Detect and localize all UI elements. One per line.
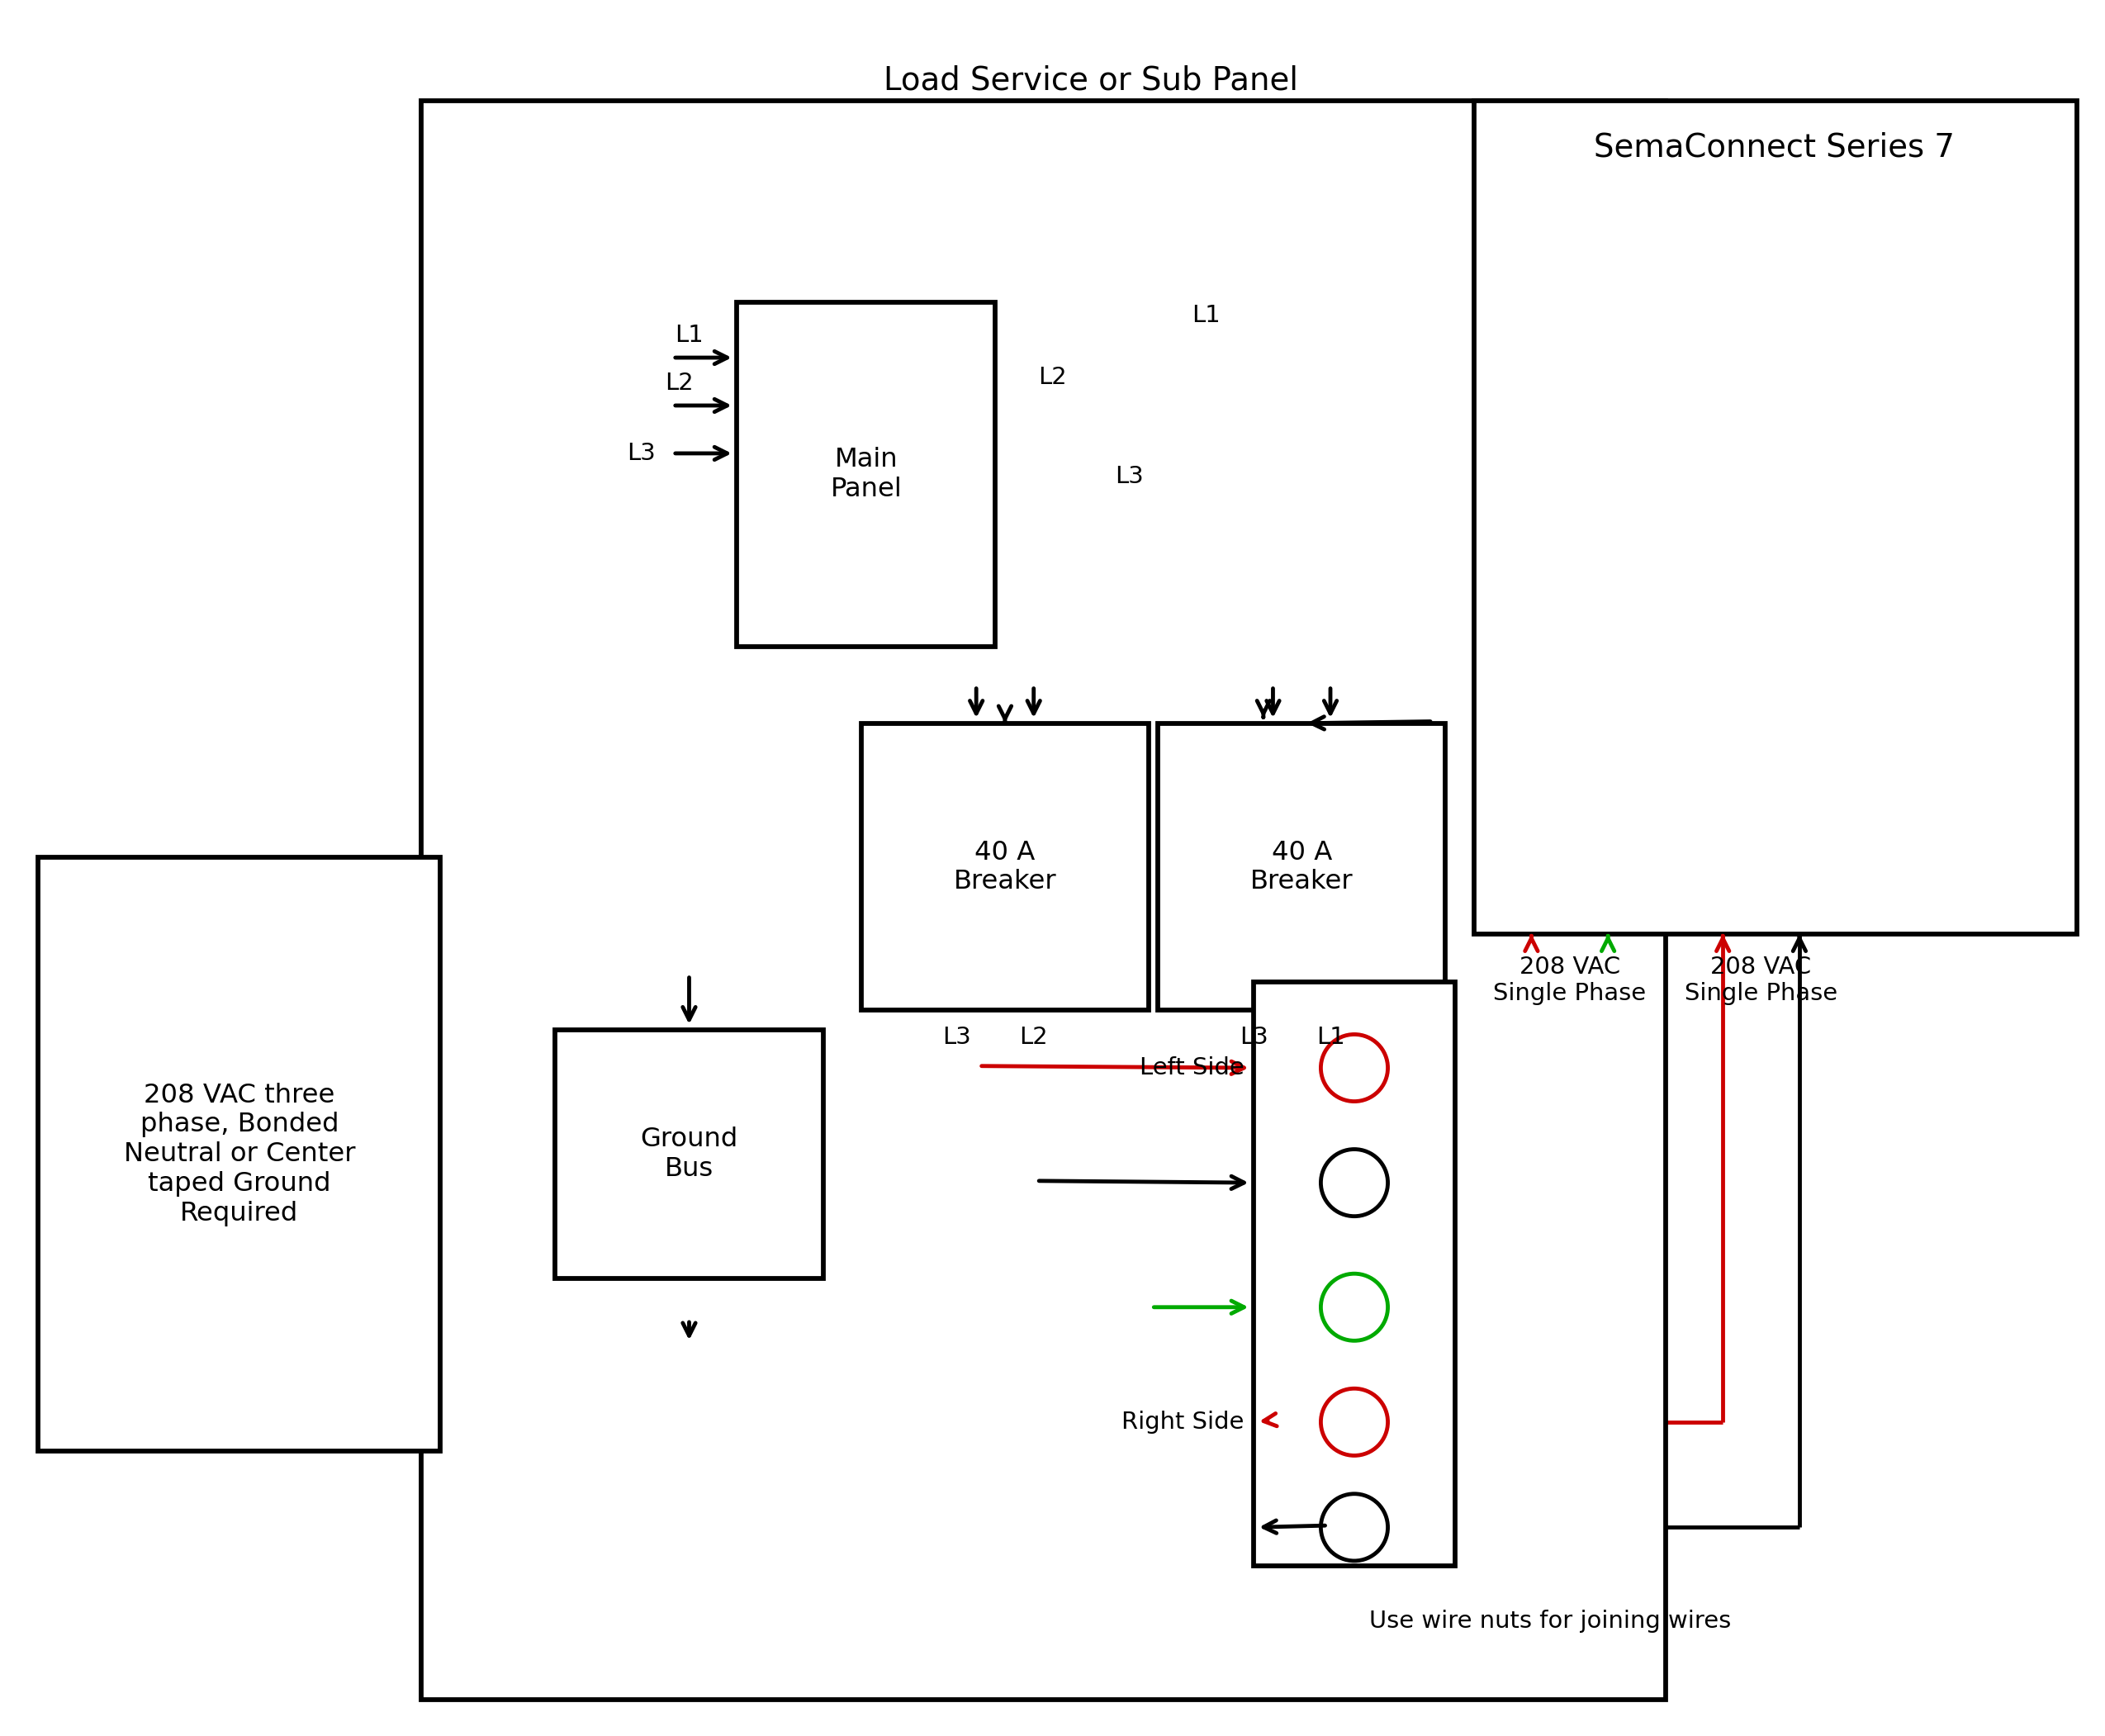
Text: 40 A
Breaker: 40 A Breaker (1250, 840, 1354, 894)
Text: L2: L2 (665, 372, 695, 394)
Text: Main
Panel: Main Panel (829, 448, 901, 502)
Bar (38, 858, 440, 1451)
Bar (556, 1029, 823, 1278)
Circle shape (1320, 1035, 1387, 1102)
Circle shape (1320, 1149, 1387, 1217)
Bar (861, 724, 1147, 1010)
Text: L3: L3 (943, 1026, 970, 1049)
Bar (1252, 983, 1455, 1566)
Text: L2: L2 (1038, 366, 1067, 389)
Text: 208 VAC
Single Phase: 208 VAC Single Phase (1492, 955, 1646, 1005)
Text: L1: L1 (1191, 304, 1221, 328)
Text: 208 VAC three
phase, Bonded
Neutral or Center
taped Ground
Required: 208 VAC three phase, Bonded Neutral or C… (124, 1082, 356, 1226)
Text: L1: L1 (674, 323, 703, 347)
Text: L3: L3 (1240, 1026, 1267, 1049)
Text: L3: L3 (627, 443, 655, 465)
Text: L2: L2 (1019, 1026, 1048, 1049)
Bar (737, 302, 996, 648)
Text: Use wire nuts for joining wires: Use wire nuts for joining wires (1368, 1609, 1730, 1634)
Text: Ground
Bus: Ground Bus (640, 1127, 737, 1182)
Text: Left Side: Left Side (1139, 1057, 1244, 1080)
Circle shape (1320, 1274, 1387, 1340)
Bar (1473, 101, 2076, 934)
Bar (1158, 724, 1444, 1010)
Text: Load Service or Sub Panel: Load Service or Sub Panel (884, 64, 1299, 95)
Text: L1: L1 (1316, 1026, 1345, 1049)
Text: SemaConnect Series 7: SemaConnect Series 7 (1593, 132, 1953, 163)
Bar (421, 101, 1665, 1700)
Text: L3: L3 (1116, 465, 1143, 488)
Text: 40 A
Breaker: 40 A Breaker (954, 840, 1057, 894)
Text: Right Side: Right Side (1122, 1411, 1244, 1434)
Circle shape (1320, 1495, 1387, 1561)
Text: 208 VAC
Single Phase: 208 VAC Single Phase (1684, 955, 1838, 1005)
Circle shape (1320, 1389, 1387, 1455)
